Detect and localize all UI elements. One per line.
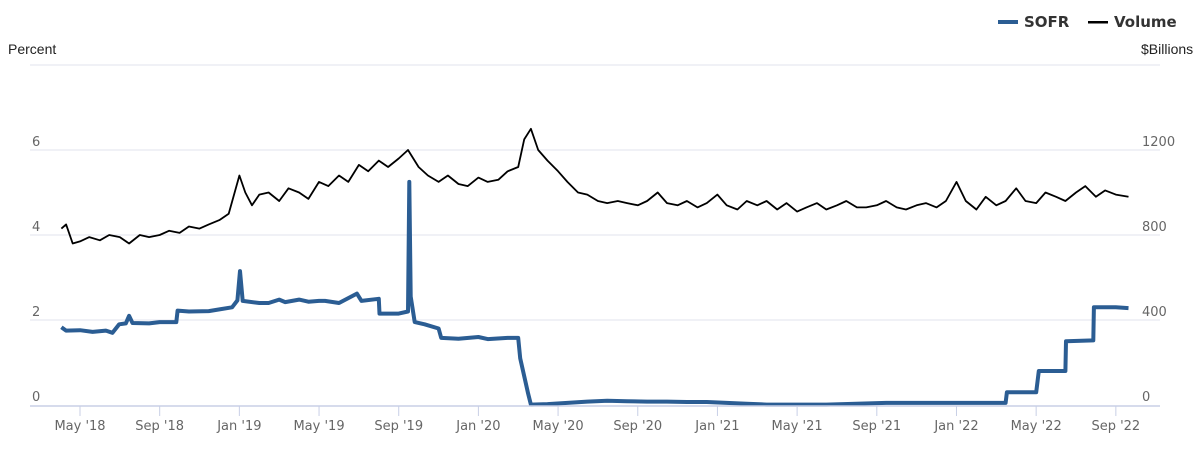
x-tick-label: Sep '20 [613, 419, 662, 434]
left-tick-label: 4 [32, 220, 40, 235]
x-tick-label: Jan '19 [216, 419, 261, 434]
right-axis-label: $Billions [1141, 41, 1193, 57]
legend-swatch-sofr [998, 20, 1018, 24]
x-tick-label: May '22 [1011, 419, 1062, 434]
x-tick-label: Jan '20 [455, 419, 500, 434]
series-line-volume [60, 127, 1129, 245]
legend-label-volume: Volume [1114, 13, 1177, 31]
left-tick-label: 6 [32, 135, 40, 150]
right-tick-label: 400 [1142, 305, 1167, 320]
x-tick-label: Sep '22 [1091, 419, 1140, 434]
legend-item-volume[interactable]: Volume [1088, 13, 1177, 31]
x-tick-label: Jan '22 [933, 419, 978, 434]
x-tick-label: Sep '21 [852, 419, 901, 434]
x-tick-label: Sep '18 [135, 419, 184, 434]
left-axis-label: Percent [8, 41, 56, 57]
left-tick-label: 2 [32, 305, 40, 320]
x-tick-label: May '19 [293, 419, 344, 434]
right-tick-label: 0 [1142, 390, 1150, 405]
x-tick-label: May '20 [533, 419, 584, 434]
right-tick-label: 1200 [1142, 135, 1175, 150]
x-tick-label: May '21 [772, 419, 823, 434]
x-tick-label: Sep '19 [374, 419, 423, 434]
series-line-sofr [60, 179, 1129, 407]
x-tick-label: Jan '21 [694, 419, 739, 434]
right-tick-label: 800 [1142, 220, 1167, 235]
legend-swatch-volume [1088, 21, 1108, 24]
x-tick-label: May '18 [54, 419, 105, 434]
legend: SOFR Volume [998, 13, 1177, 31]
legend-item-sofr[interactable]: SOFR [998, 13, 1070, 31]
left-tick-label: 0 [32, 390, 40, 405]
legend-label-sofr: SOFR [1024, 13, 1070, 31]
